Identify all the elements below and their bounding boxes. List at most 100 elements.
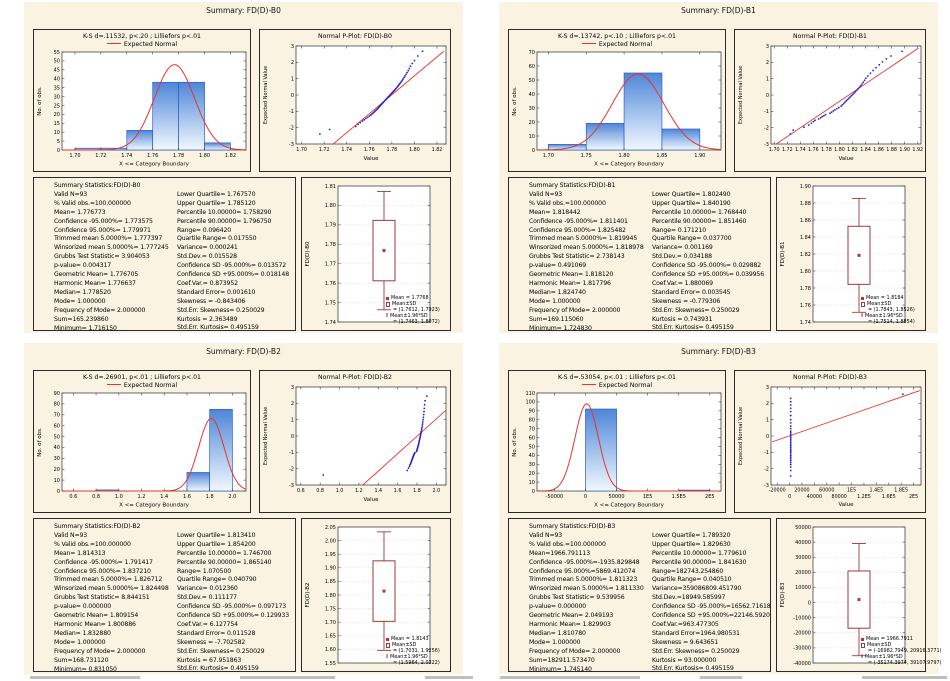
stat-line: Mode= 1.000000 bbox=[529, 297, 581, 305]
whisker-icon: I bbox=[386, 653, 389, 660]
stat-line: Variance= 0.012360 bbox=[177, 585, 238, 593]
svg-text:-1: -1 bbox=[289, 109, 294, 115]
cutoff-artifact bbox=[425, 676, 473, 679]
svg-text:0: 0 bbox=[532, 489, 535, 495]
svg-text:Expected Normal Value: Expected Normal Value bbox=[738, 66, 744, 124]
svg-text:40: 40 bbox=[529, 453, 535, 459]
svg-text:50: 50 bbox=[529, 444, 535, 450]
svg-text:1E5: 1E5 bbox=[847, 488, 856, 494]
stat-line: p-value= 0.000000 bbox=[529, 603, 587, 611]
svg-text:1.74: 1.74 bbox=[121, 153, 132, 159]
svg-text:70: 70 bbox=[54, 413, 60, 419]
stat-line: Minimum= 1.716150 bbox=[54, 324, 117, 331]
svg-text:1.72: 1.72 bbox=[95, 153, 106, 159]
normal-pplot-panel: Normal P-Plot: FD(D)-B2 0.6 0.8 1.0 1.2 1.4 1… bbox=[259, 370, 451, 513]
quadrant-title: Summary: FD(D)-B1 bbox=[681, 6, 756, 15]
svg-text:1.8: 1.8 bbox=[206, 494, 214, 500]
stat-line: Geometric Mean= 1.818120 bbox=[529, 271, 614, 279]
stat-line: Skewness = -0.779306 bbox=[652, 297, 721, 305]
svg-text:40000: 40000 bbox=[795, 540, 811, 546]
stat-line: Std.Dev.= 0.034188 bbox=[652, 253, 712, 261]
legend-nsd-label: Mean±1.96*SD bbox=[390, 313, 428, 319]
stat-line: Frequency of Mode= 2.000000 bbox=[529, 647, 621, 655]
svg-text:2: 2 bbox=[291, 401, 294, 407]
stat-line: Percentile 10.00000= 1.768440 bbox=[652, 208, 747, 216]
stat-line: Winsorized mean 5.0000%= 1.824498 bbox=[54, 585, 169, 593]
svg-text:1.95: 1.95 bbox=[325, 552, 336, 558]
histogram-chart: 1.70 1.72 1.74 1.76 1.78 1.80 1.82 0 5 10 15 20 25 30… bbox=[37, 50, 247, 168]
mean-marker-icon bbox=[386, 637, 389, 641]
svg-text:1.80: 1.80 bbox=[325, 593, 336, 599]
stat-line: Range=182743.254860 bbox=[652, 567, 724, 575]
svg-text:1.80: 1.80 bbox=[834, 147, 845, 153]
stat-line: Mode= 1.000000 bbox=[54, 297, 106, 305]
expected-normal-line-icon bbox=[106, 383, 121, 385]
svg-text:2E5: 2E5 bbox=[705, 494, 715, 500]
svg-text:0: 0 bbox=[808, 600, 811, 606]
stat-line: Valid N=93 bbox=[54, 531, 88, 539]
svg-text:1.78: 1.78 bbox=[821, 147, 832, 153]
cutoff-artifact bbox=[30, 676, 140, 679]
legend-mean-row: Mean = 1.7768 bbox=[386, 295, 440, 301]
legend-mean-text: Mean = 1.8184 bbox=[866, 295, 904, 301]
stat-line: Lower Quartile= 1.789320 bbox=[652, 531, 731, 539]
legend-sd-row: Mean±SD bbox=[861, 642, 941, 648]
svg-text:10000: 10000 bbox=[795, 585, 811, 591]
stat-line: Variance=359086809.451790 bbox=[652, 585, 742, 593]
quadrant-title: Summary: FD(D)-B3 bbox=[681, 347, 756, 356]
svg-text:1.2: 1.2 bbox=[138, 494, 146, 500]
svg-text:60: 60 bbox=[529, 435, 535, 441]
histogram-ks-title: K-S d=.26901, p<.01 ; Lilliefors p<.01 bbox=[83, 373, 201, 381]
svg-text:1.6E5: 1.6E5 bbox=[882, 494, 896, 500]
stat-line: Winsorized mean 5.0000%= 1.818978 bbox=[529, 244, 644, 252]
stat-line: Valid N=93 bbox=[529, 531, 563, 539]
mean-sd-box-icon bbox=[861, 642, 865, 648]
stat-line: Variance= 0.000241 bbox=[177, 244, 238, 252]
stat-line: Std.Err. Skewness= 0.250029 bbox=[652, 647, 740, 655]
svg-text:3: 3 bbox=[291, 44, 294, 50]
histogram-legend-label: Expected Normal bbox=[123, 381, 178, 389]
legend-nsd-row: I Mean±1.96*SD bbox=[386, 313, 440, 319]
svg-text:1.55: 1.55 bbox=[325, 661, 336, 667]
stat-line: Valid N=93 bbox=[529, 190, 563, 198]
stat-line: Range= 1.070500 bbox=[177, 567, 232, 575]
stat-line: Minimum= 0.831050 bbox=[54, 665, 117, 672]
svg-text:Value: Value bbox=[363, 497, 379, 503]
cutoff-artifact bbox=[500, 676, 640, 679]
svg-text:0: 0 bbox=[584, 494, 587, 500]
stat-line: Lower Quartile= 1.767570 bbox=[177, 190, 256, 198]
svg-text:-3: -3 bbox=[764, 483, 769, 489]
svg-text:90: 90 bbox=[529, 409, 535, 415]
svg-text:Value: Value bbox=[838, 156, 854, 162]
stat-line: Grubbs Test Statistic= 3.904053 bbox=[54, 253, 150, 261]
svg-text:1.80: 1.80 bbox=[325, 203, 336, 209]
svg-text:1.82: 1.82 bbox=[847, 147, 858, 153]
stat-line: Std.Dev.=18949.585997 bbox=[652, 594, 726, 602]
legend-nsd-label: Mean±1.96*SD bbox=[865, 654, 903, 660]
svg-text:10: 10 bbox=[529, 480, 535, 486]
svg-text:1.88: 1.88 bbox=[800, 201, 811, 207]
svg-text:1.70: 1.70 bbox=[69, 153, 80, 159]
stat-line: Percentile 10.00000= 1.746700 bbox=[177, 549, 272, 557]
svg-text:30000: 30000 bbox=[795, 555, 811, 561]
svg-text:50000: 50000 bbox=[609, 494, 625, 500]
pplot-chart: 1.70 1.72 1.74 1.76 1.78 1.80 1.82 -3 -2 -1 0 1 2 3 Va… bbox=[263, 44, 447, 162]
svg-text:1.72: 1.72 bbox=[782, 147, 793, 153]
svg-text:50: 50 bbox=[54, 434, 60, 440]
boxplot-panel: 1.74 1.76 1.78 1.80 1.82 1.84 1.86 1.88 1.90 FD(D… bbox=[776, 177, 926, 331]
histogram-legend: Expected Normal bbox=[34, 41, 250, 48]
stat-line: Upper Quartile= 1.829630 bbox=[652, 540, 731, 548]
boxplot-panel: -40000 -30000 -20000 -10000 0 10000 20000 30000… bbox=[776, 518, 941, 672]
svg-text:-2: -2 bbox=[764, 466, 769, 472]
svg-text:No. of obs.: No. of obs. bbox=[37, 86, 43, 116]
svg-text:1.8E5: 1.8E5 bbox=[894, 488, 908, 494]
svg-text:40: 40 bbox=[529, 92, 535, 98]
legend-sd-range: = (1.7843, 1.8526) bbox=[868, 307, 915, 313]
stat-line: Std.Err. Kurtosis= 0.495159 bbox=[652, 665, 734, 672]
histogram-legend-label: Expected Normal bbox=[598, 381, 653, 389]
stat-line: Grubbs Test Statistic= 9.539956 bbox=[529, 594, 625, 602]
svg-text:1.76: 1.76 bbox=[364, 147, 375, 153]
svg-text:2.05: 2.05 bbox=[325, 525, 336, 531]
svg-text:60: 60 bbox=[529, 64, 535, 70]
stat-line: Summary Statistics:FD(D)-B2 bbox=[54, 523, 141, 530]
